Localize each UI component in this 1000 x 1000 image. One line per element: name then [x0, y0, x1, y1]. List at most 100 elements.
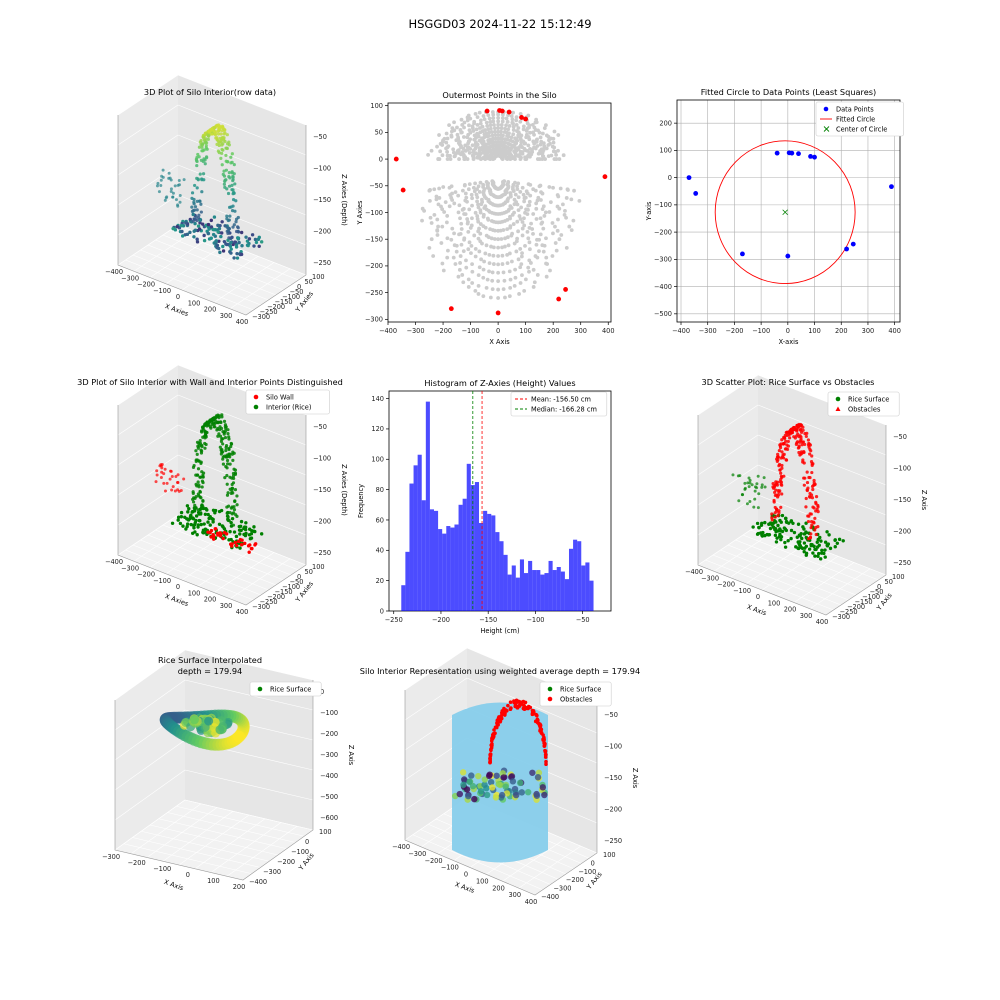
p1-arch-point — [195, 163, 199, 168]
p6-tail-point — [753, 489, 757, 493]
p7-grid — [167, 812, 296, 843]
p2-interior-point — [490, 287, 495, 292]
p1-arch-point — [230, 188, 234, 192]
p5-hist-bar — [405, 551, 410, 611]
p8-rice-surface-point — [465, 792, 472, 800]
p1-grid — [177, 194, 307, 246]
p6-ytick-label: 0 — [877, 583, 881, 591]
p6-floor-point — [782, 526, 787, 530]
p6-arch-point — [788, 436, 792, 440]
p1-arch-point — [230, 209, 235, 213]
p4-arch-point — [210, 417, 214, 422]
p1-xtick-label: −400 — [105, 268, 123, 276]
p8-obstacle-point — [543, 749, 548, 753]
plots-layer: −400 −300 −200 −100 0 100 200 300 400100500−50−1… — [77, 74, 928, 906]
p8-obstacle-point — [535, 713, 539, 718]
p3-legend-swatch — [823, 106, 829, 112]
p2-interior-point — [512, 149, 516, 154]
p2-interior-point — [473, 247, 478, 251]
p3-xtick-label: 100 — [808, 327, 821, 335]
p1-arch-point — [223, 131, 227, 135]
p5-hist-bar — [442, 533, 447, 611]
p2-interior-point — [478, 130, 483, 135]
p7-grid — [114, 799, 186, 851]
p6-floor-point — [822, 551, 826, 556]
p6-floor-point — [833, 538, 837, 543]
p4-arch-point — [202, 471, 206, 475]
p1-arch-point — [232, 163, 236, 167]
p1-arch-point — [226, 160, 230, 164]
p1-arch-point — [234, 220, 238, 224]
p2-interior-point — [508, 138, 513, 143]
p4-floor-point — [204, 506, 208, 511]
p3-ytick-label: 200 — [659, 119, 672, 127]
p8-title: Silo Interior Representation using weigh… — [360, 666, 640, 676]
p4-grid — [140, 539, 269, 591]
p1-arch-point — [234, 229, 239, 234]
p6-floor-point — [783, 540, 787, 545]
p2-interior-point — [469, 223, 474, 228]
p4-ztick-label: −100 — [313, 455, 331, 463]
p2-interior-point — [470, 262, 474, 267]
p5-legend-label: Median: -166.28 cm — [531, 405, 597, 413]
p2-interior-point — [467, 150, 472, 155]
p2-xtick-label: 0 — [496, 327, 500, 335]
p1-tail-point — [171, 191, 175, 195]
p1-floor-point — [247, 237, 252, 241]
p5-hist-bar — [421, 500, 426, 611]
p2-interior-point — [447, 204, 452, 209]
p1-arch-point — [226, 191, 231, 196]
p2-interior-point — [525, 229, 530, 234]
p4-ytick-label: −150 — [275, 588, 293, 596]
p4-arch-point — [227, 446, 231, 451]
p8-legend-box — [539, 681, 612, 707]
p4-arch-point — [226, 491, 230, 495]
p2-interior-point — [452, 120, 456, 125]
p3-legend-label: Center of Circle — [836, 125, 887, 133]
p6-tail-point — [745, 502, 749, 506]
p2-interior-point — [526, 143, 531, 148]
p4-floor-point — [194, 514, 199, 518]
p6-floor-point — [773, 526, 778, 531]
p6-xtick-label: 100 — [768, 599, 781, 607]
p4-xtick-label: −100 — [153, 577, 171, 585]
p5-hist-bar — [466, 463, 471, 611]
p4-arch-point — [231, 523, 236, 527]
p2-interior-point — [471, 129, 476, 133]
p4-tail-point — [155, 473, 159, 477]
p6-floor-point — [825, 530, 829, 534]
p6-pane-left — [698, 375, 758, 565]
p2-title: Outermost Points in the Silo — [442, 90, 556, 100]
p7-grid — [141, 830, 270, 862]
p2-interior-point — [567, 224, 572, 229]
p4-arch-point — [198, 489, 202, 494]
p4-arch-point — [201, 425, 205, 429]
p6-arch-point — [807, 494, 812, 499]
p2-interior-point — [453, 154, 457, 158]
p6-arch-point — [773, 515, 777, 519]
p2-interior-point — [542, 214, 547, 218]
p2-interior-point — [503, 295, 507, 300]
p2-interior-point — [481, 294, 486, 299]
p2-interior-point — [518, 281, 523, 285]
p2-interior-point — [551, 231, 555, 236]
p6-grid — [757, 374, 887, 426]
p5-hist-bar — [585, 562, 590, 611]
p4-arch-point — [215, 414, 219, 419]
p7-grid — [184, 799, 314, 831]
p2-interior-point — [491, 253, 496, 258]
p2-interior-point — [518, 119, 523, 124]
p2-outermost-point — [495, 310, 501, 316]
p1-arch-point — [224, 178, 228, 182]
p2-interior-point — [509, 114, 514, 118]
p4-tail-point — [176, 473, 180, 477]
p7-xtick-label: 100 — [207, 877, 220, 885]
p1-ytick-label: −50 — [290, 288, 304, 296]
p1-arch-point — [228, 176, 232, 180]
p6-floor-point — [774, 540, 779, 544]
p2-interior-point — [465, 118, 470, 123]
p6-floor-point — [773, 533, 778, 538]
p2-interior-point — [478, 231, 483, 236]
p1-floor-point — [179, 223, 184, 228]
